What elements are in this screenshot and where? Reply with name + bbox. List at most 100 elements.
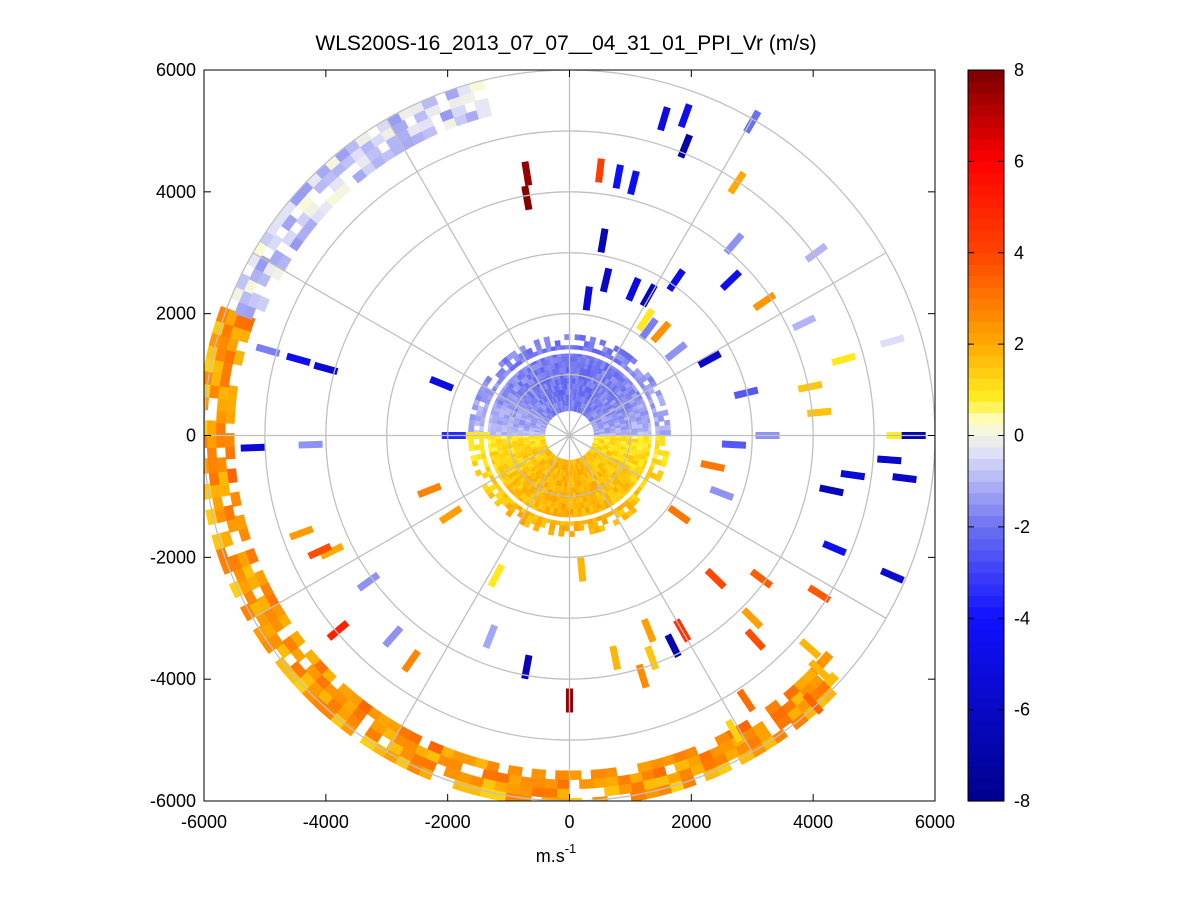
velocity-bin: [636, 371, 645, 380]
velocity-bin: [544, 395, 550, 402]
colorbar-band: [968, 92, 1004, 105]
velocity-bin: [564, 509, 570, 515]
velocity-bin: [585, 452, 591, 459]
velocity-bin: [626, 457, 634, 464]
velocity-bin: [206, 445, 218, 461]
velocity-bin: [596, 409, 603, 415]
velocity-bin: [538, 372, 545, 380]
velocity-bin: [624, 382, 632, 390]
velocity-bin: [481, 471, 490, 480]
velocity-bin: [580, 468, 585, 475]
velocity-bin: [572, 405, 575, 412]
velocity-bin: [525, 404, 533, 411]
velocity-bin: [543, 475, 549, 482]
velocity-bin: [615, 474, 623, 482]
velocity-bin-79: [697, 350, 722, 369]
velocity-bin: [587, 522, 595, 530]
velocity-bin: [595, 457, 602, 464]
velocity-bin: [769, 706, 788, 723]
velocity-bin: [600, 396, 607, 403]
velocity-bin: [424, 103, 442, 119]
velocity-bin: [495, 442, 503, 448]
velocity-bin: [617, 472, 625, 479]
velocity-bin: [608, 446, 615, 451]
velocity-bin-68: [709, 485, 735, 501]
inner-velocity-region: [468, 334, 671, 537]
velocity-bin: [569, 377, 573, 384]
velocity-bin: [589, 395, 596, 402]
velocity-bin: [551, 410, 557, 416]
velocity-bin: [519, 449, 527, 455]
velocity-bin: [538, 391, 545, 399]
velocity-bin: [634, 465, 643, 473]
velocity-bin: [582, 397, 587, 404]
velocity-bin: [557, 502, 563, 510]
velocity-bin-70: [638, 317, 659, 341]
velocity-bin: [587, 450, 593, 456]
velocity-bin: [629, 388, 637, 396]
velocity-bin: [642, 427, 649, 433]
velocity-bin: [534, 441, 541, 445]
velocity-bin: [474, 414, 482, 422]
velocity-bin: [594, 459, 601, 465]
velocity-bin: [496, 398, 505, 406]
velocity-bin: [506, 460, 514, 467]
velocity-bin: [614, 395, 621, 403]
velocity-bin: [528, 471, 535, 479]
velocity-bin: [586, 392, 591, 400]
velocity-bin-10: [597, 228, 609, 253]
velocity-bin: [513, 417, 521, 423]
velocity-bin: [526, 451, 534, 457]
velocity-bin: [629, 499, 638, 508]
velocity-bin: [274, 656, 292, 675]
velocity-bin: [553, 402, 558, 409]
velocity-bin: [514, 480, 522, 488]
velocity-bin: [229, 491, 242, 508]
velocity-bin: [622, 398, 630, 405]
velocity-bin: [587, 482, 593, 490]
velocity-bin: [579, 334, 587, 342]
velocity-bin-64: [487, 563, 506, 588]
velocity-bin: [606, 416, 614, 422]
velocity-bin: [612, 404, 620, 410]
velocity-bin: [369, 719, 388, 736]
velocity-bin: [525, 490, 533, 498]
velocity-bin: [535, 374, 542, 382]
velocity-bin: [538, 379, 544, 386]
velocity-bin: [523, 423, 531, 428]
velocity-bin: [584, 404, 590, 411]
velocity-bin: [232, 349, 245, 366]
velocity-bin: [290, 660, 307, 679]
y-tick-label: -2000: [150, 547, 196, 567]
velocity-bin: [609, 428, 616, 432]
colorbar-band: [968, 481, 1004, 494]
velocity-bin: [595, 485, 601, 492]
velocity-bin: [593, 397, 600, 404]
x-tick-label: 0: [564, 812, 574, 832]
velocity-bin: [555, 367, 561, 375]
velocity-bin: [268, 249, 285, 267]
velocity-bin: [507, 481, 515, 489]
colorbar-band: [968, 743, 1004, 756]
velocity-bin: [608, 421, 615, 426]
velocity-bin: [508, 463, 516, 470]
velocity-bin-24: [840, 469, 866, 481]
velocity-bin: [541, 444, 548, 448]
velocity-bin: [514, 400, 522, 407]
velocity-bin: [631, 424, 638, 430]
velocity-bin: [626, 772, 644, 785]
velocity-bin: [504, 478, 513, 486]
velocity-bin: [623, 481, 632, 490]
velocity-bin: [621, 512, 630, 521]
velocity-bin: [544, 341, 552, 349]
velocity-bin: [573, 356, 579, 363]
velocity-bin: [598, 429, 605, 433]
velocity-bin: [550, 385, 556, 393]
velocity-bin: [510, 397, 518, 405]
velocity-bin: [616, 389, 624, 397]
velocity-bin: [520, 479, 528, 487]
velocity-bin: [596, 400, 603, 407]
velocity-bin: [621, 379, 629, 387]
velocity-bin-69: [721, 440, 747, 449]
velocity-bin: [525, 418, 532, 423]
